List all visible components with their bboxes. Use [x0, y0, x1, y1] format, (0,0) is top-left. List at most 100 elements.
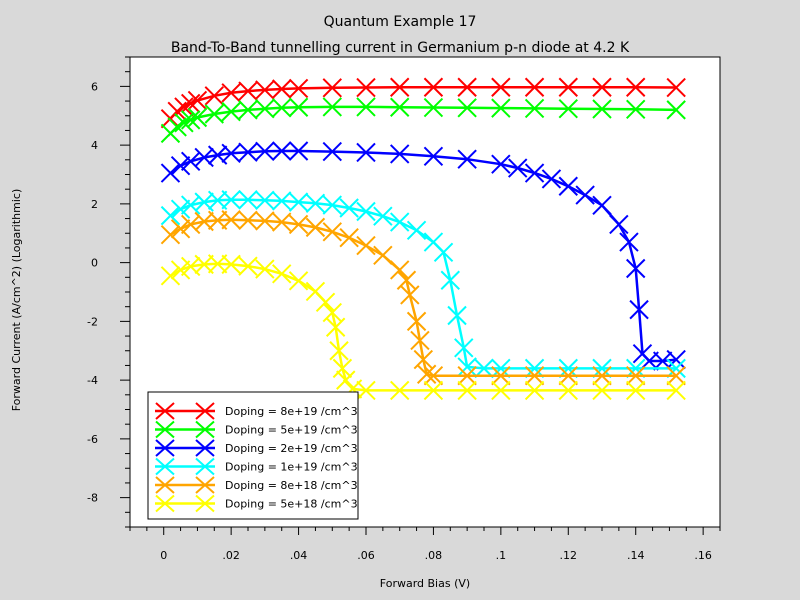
- data-point: [204, 104, 224, 124]
- data-point: [255, 80, 275, 100]
- data-point: [288, 141, 309, 161]
- data-point: [457, 98, 477, 118]
- x-tick-label: .16: [694, 549, 712, 562]
- data-point: [447, 305, 467, 326]
- data-point: [423, 380, 444, 401]
- data-point: [390, 77, 410, 97]
- legend-entry: Doping = 5e+18 /cm^3: [155, 494, 358, 513]
- data-point: [433, 242, 454, 263]
- data-point: [238, 210, 258, 231]
- data-point: [288, 192, 309, 212]
- x-tick-label: 0: [160, 549, 167, 562]
- data-point: [619, 232, 639, 252]
- x-tick-label: .14: [627, 549, 645, 562]
- legend-marker: [195, 494, 215, 513]
- legend-marker: [155, 457, 175, 476]
- data-point: [491, 358, 511, 379]
- data-point: [508, 158, 528, 178]
- data-point: [255, 98, 275, 119]
- x-tick-label: .12: [560, 549, 578, 562]
- data-point: [255, 141, 275, 162]
- series-layer: [160, 77, 686, 401]
- data-point: [491, 77, 511, 97]
- data-point: [423, 146, 444, 166]
- data-point: [592, 99, 612, 119]
- data-point: [160, 225, 181, 245]
- data-point: [558, 380, 578, 401]
- data-point: [322, 302, 342, 323]
- data-point: [255, 190, 275, 211]
- data-point: [629, 299, 649, 320]
- data-point: [221, 143, 241, 164]
- data-point: [356, 142, 376, 163]
- data-point: [406, 311, 427, 332]
- data-point: [272, 98, 292, 118]
- data-point: [373, 245, 393, 265]
- series-line: [169, 262, 677, 392]
- data-point: [541, 169, 562, 189]
- data-point: [626, 77, 646, 97]
- data-point: [423, 366, 444, 386]
- data-point: [491, 380, 511, 401]
- data-point: [160, 163, 181, 183]
- data-point: [238, 81, 258, 101]
- data-point: [592, 77, 612, 97]
- data-point: [322, 97, 342, 117]
- data-point: [272, 79, 292, 99]
- series-3: [160, 141, 686, 371]
- data-point: [457, 380, 477, 401]
- series-1: [160, 77, 686, 129]
- x-tick-label: .08: [425, 549, 443, 562]
- data-point: [626, 380, 646, 401]
- data-point: [558, 77, 578, 97]
- legend-entry: Doping = 1e+19 /cm^3: [155, 457, 358, 476]
- y-tick-label: -6: [87, 433, 98, 446]
- data-point: [474, 358, 494, 379]
- data-point: [524, 358, 545, 379]
- data-point: [160, 205, 181, 226]
- data-point: [491, 366, 511, 386]
- data-point: [373, 206, 393, 226]
- data-point: [390, 144, 410, 164]
- data-point: [575, 185, 595, 205]
- data-point: [626, 99, 646, 119]
- data-point: [390, 260, 410, 280]
- data-point: [558, 176, 578, 196]
- legend-label: Doping = 5e+18 /cm^3: [225, 498, 358, 511]
- data-point: [180, 110, 201, 130]
- data-point: [592, 366, 612, 386]
- legend-marker: [195, 402, 215, 420]
- data-point: [666, 366, 686, 386]
- data-point: [390, 212, 410, 232]
- data-point: [356, 77, 376, 98]
- data-point: [187, 90, 208, 111]
- data-point: [329, 341, 349, 361]
- data-point: [305, 217, 326, 238]
- data-point: [491, 154, 511, 174]
- data-point: [356, 201, 376, 222]
- data-point: [255, 259, 275, 279]
- series-2: [160, 97, 686, 144]
- legend-marker: [195, 439, 215, 457]
- x-tick-label: .06: [357, 549, 375, 562]
- data-point: [396, 270, 417, 290]
- legend-label: Doping = 8e+19 /cm^3: [225, 405, 358, 418]
- data-point: [180, 195, 201, 215]
- series-line: [169, 198, 677, 370]
- x-tick-label: .04: [290, 549, 308, 562]
- data-point: [272, 141, 292, 161]
- data-point: [238, 142, 258, 162]
- data-point: [339, 227, 359, 248]
- data-point: [221, 210, 241, 230]
- legend-marker: [155, 476, 175, 494]
- data-point: [221, 83, 241, 103]
- data-point: [221, 254, 241, 275]
- data-point: [322, 78, 342, 98]
- data-point: [221, 101, 241, 122]
- data-point: [255, 211, 275, 231]
- series-line: [169, 105, 677, 135]
- data-point: [666, 380, 686, 401]
- legend-entry: Doping = 2e+19 /cm^3: [155, 439, 358, 457]
- y-tick-label: -4: [87, 374, 98, 387]
- data-point: [440, 270, 460, 290]
